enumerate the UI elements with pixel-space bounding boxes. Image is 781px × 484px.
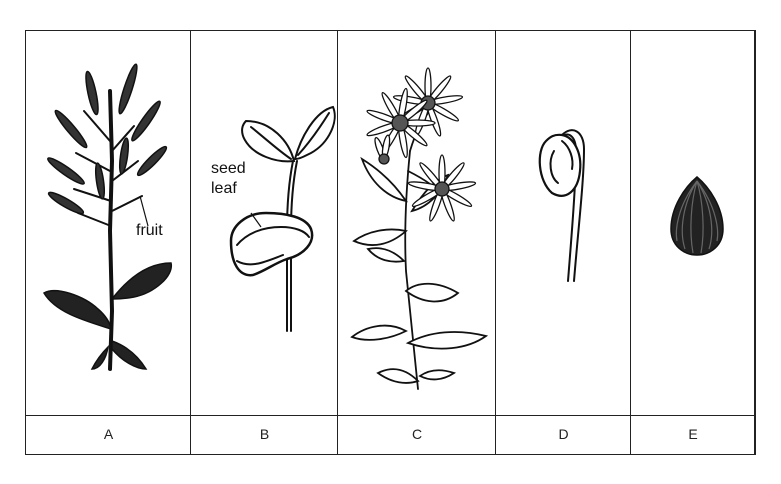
panel-c-letter: C [411, 426, 423, 442]
panel-b-letter: B [259, 426, 270, 442]
fruit-label: fruit [136, 222, 163, 239]
panel-e-letter: E [688, 426, 698, 442]
panel-b: seed leaf B [191, 31, 338, 454]
panel-d-letter: D [558, 426, 569, 442]
seed-leaf-label-line2: leaf [211, 180, 237, 197]
panel-a-letter: A [103, 426, 114, 442]
flower-middle [366, 87, 436, 159]
flowering-plant-illustration [350, 67, 489, 390]
panel-a: fruit A [26, 31, 191, 454]
flower-top [392, 67, 464, 137]
flowering-plant-with-fruit-illustration [42, 63, 172, 371]
diagram-frame: fruit A seed leaf B [25, 30, 756, 455]
seedling-illustration [229, 105, 336, 332]
seed-leaf-label-line1: seed [211, 160, 246, 177]
panel-d: D [496, 31, 631, 454]
germinating-seed-illustration [538, 129, 586, 282]
seed-illustration [670, 176, 724, 256]
panel-e: E [631, 31, 755, 454]
panel-c: C [338, 31, 496, 454]
flower-lower [407, 154, 477, 222]
flower-bud [374, 134, 391, 165]
caption-divider [26, 415, 755, 416]
